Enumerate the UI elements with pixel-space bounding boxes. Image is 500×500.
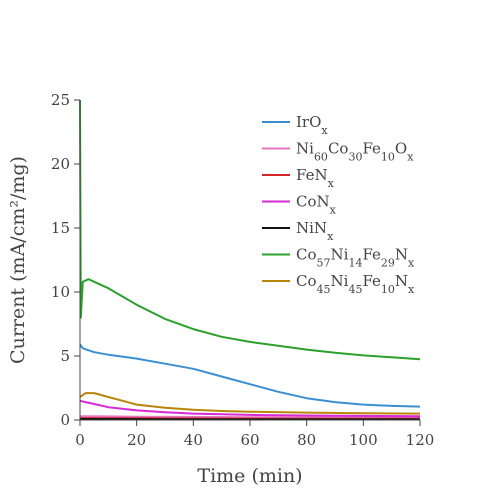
- x-tick-label: 20: [127, 431, 146, 449]
- y-axis-title: Current (mA/cm²/mg): [7, 156, 29, 364]
- series-line-2: [79, 415, 420, 419]
- y-tick-label: 25: [51, 91, 70, 109]
- x-tick-label: 120: [406, 431, 435, 449]
- legend-label: NiNx: [296, 219, 334, 243]
- series-line-7: [79, 392, 421, 415]
- x-tick-label: 0: [75, 431, 85, 449]
- plot-area: [79, 99, 421, 421]
- x-tick-label: 40: [184, 431, 203, 449]
- y-tick-label: 5: [60, 347, 70, 365]
- x-tick-label: 80: [297, 431, 316, 449]
- y-tick-label: 10: [51, 283, 70, 301]
- legend-label: Ni60Co30Fe10Ox: [296, 140, 414, 164]
- legend-label: Co45Ni45Fe10Nx: [296, 272, 415, 296]
- y-tick-label: 20: [51, 155, 70, 173]
- legend-label: IrOx: [296, 113, 328, 137]
- series-line-6: [79, 99, 421, 361]
- x-tick-label: 60: [240, 431, 259, 449]
- series-line-1: [79, 343, 421, 408]
- x-axis-title: Time (min): [197, 465, 302, 487]
- y-tick-label: 0: [60, 411, 70, 429]
- axes: 0 20 40 60 80 100 120 0 5 10 15 20 25: [51, 91, 434, 449]
- y-tick-label: 15: [51, 219, 70, 237]
- legend-label: FeNx: [296, 166, 335, 190]
- legend-label: Co57Ni14Fe29Nx: [296, 246, 415, 270]
- series-line-4: [79, 399, 421, 418]
- legend-label: CoNx: [296, 193, 337, 217]
- x-tick-label: 100: [349, 431, 378, 449]
